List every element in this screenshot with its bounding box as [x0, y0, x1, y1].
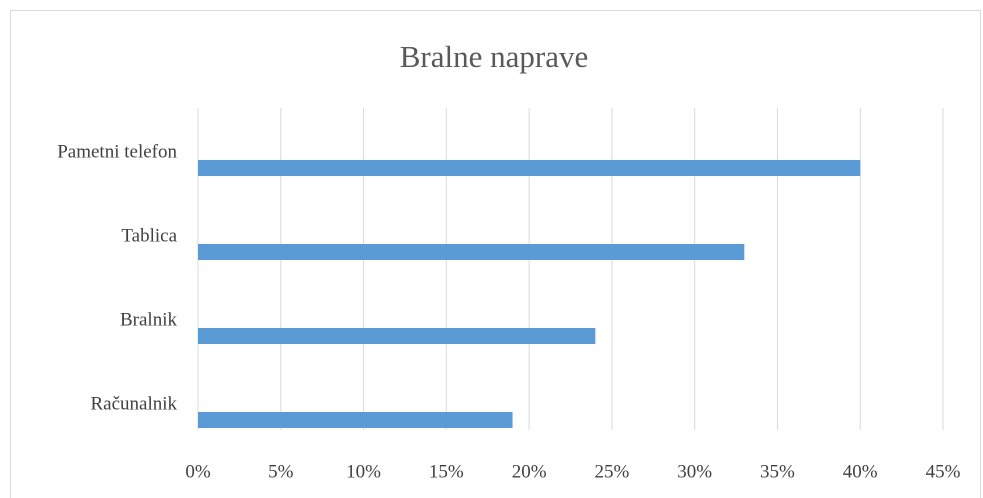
x-tick-label: 30% [677, 461, 712, 482]
y-tick-label: Računalnik [90, 393, 177, 414]
y-tick-label: Bralnik [120, 309, 177, 330]
bar [198, 244, 745, 260]
x-tick-label: 5% [268, 461, 294, 482]
x-tick-label: 45% [926, 461, 961, 482]
x-tick-label: 20% [512, 461, 547, 482]
x-tick-label: 25% [594, 461, 629, 482]
x-tick-label: 35% [760, 461, 795, 482]
bar [198, 160, 861, 176]
bar [198, 328, 596, 344]
y-tick-label: Tablica [121, 225, 177, 246]
x-tick-label: 40% [843, 461, 878, 482]
chart-title: Bralne naprave [400, 39, 588, 74]
bar [198, 412, 513, 428]
y-tick-label: Pametni telefon [57, 141, 177, 162]
x-tick-label: 10% [346, 461, 381, 482]
x-tick-label: 15% [429, 461, 464, 482]
x-tick-label: 0% [185, 461, 211, 482]
